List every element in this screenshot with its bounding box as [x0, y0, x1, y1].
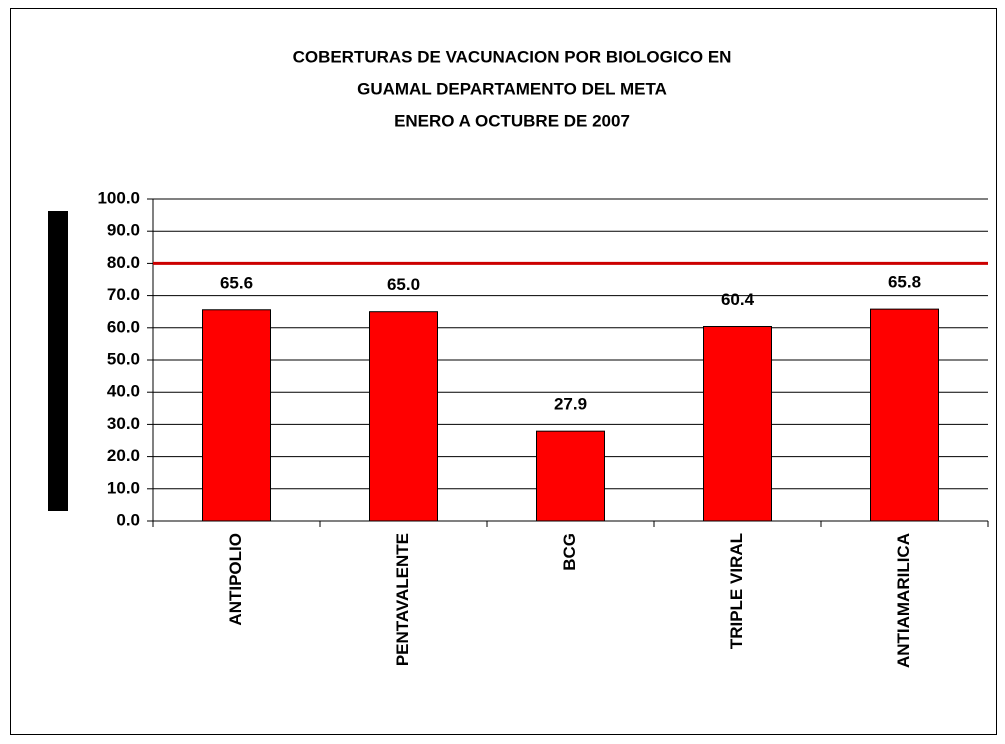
y-tick-label: 10.0	[107, 478, 140, 497]
value-label: 65.8	[888, 273, 921, 292]
chart-title: GUAMAL DEPARTAMENTO DEL META	[357, 79, 667, 98]
chart-border	[10, 8, 997, 735]
y-tick-label: 0.0	[116, 510, 140, 529]
y-tick-label: 70.0	[107, 285, 140, 304]
value-label: 60.4	[721, 290, 755, 309]
y-tick-label: 80.0	[107, 253, 140, 272]
x-tick-label: ANTIAMARILICA	[894, 533, 913, 668]
value-label: 65.6	[220, 273, 253, 292]
bar	[202, 309, 271, 522]
bar	[536, 430, 605, 522]
y-tick-label: 90.0	[107, 221, 140, 240]
x-tick-label: PENTAVALENTE	[393, 533, 412, 666]
x-tick-label: BCG	[560, 533, 579, 571]
value-label: 65.0	[387, 275, 420, 294]
x-tick-label: TRIPLE VIRAL	[727, 533, 746, 649]
bar	[703, 326, 772, 522]
x-tick-label: ANTIPOLIO	[226, 533, 245, 626]
y-tick-label: 20.0	[107, 446, 140, 465]
bar	[369, 311, 438, 522]
bar	[870, 308, 939, 522]
chart-title: ENERO A OCTUBRE DE 2007	[394, 111, 630, 130]
value-label: 27.9	[554, 395, 587, 414]
y-tick-label: 30.0	[107, 414, 140, 433]
axis-title-block	[48, 211, 68, 511]
y-tick-label: 40.0	[107, 382, 140, 401]
chart-title: COBERTURAS DE VACUNACION POR BIOLOGICO E…	[293, 47, 732, 66]
y-tick-label: 50.0	[107, 349, 140, 368]
y-tick-label: 100.0	[97, 188, 140, 207]
y-tick-label: 60.0	[107, 317, 140, 336]
